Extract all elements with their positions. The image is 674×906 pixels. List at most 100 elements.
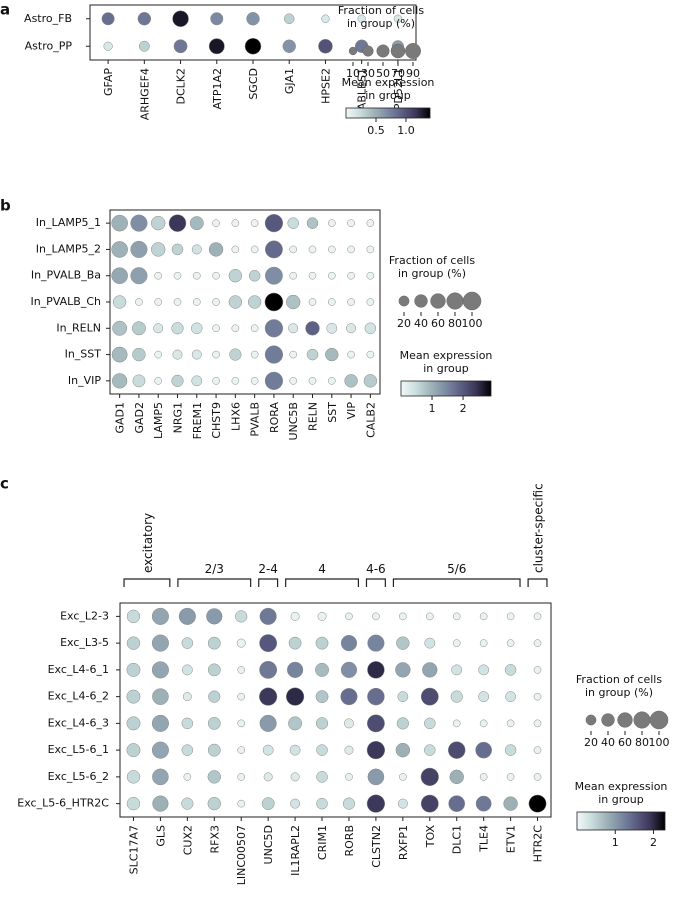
dot-Exc_L4-6_3-GLS: [151, 714, 169, 732]
dot-In_RELN-NRG1: [171, 322, 184, 335]
dot-Exc_L2-3-RORB: [345, 612, 353, 621]
dot-In_SST-GAD2: [132, 347, 146, 362]
gene-label: RORA: [268, 402, 281, 433]
dot-In_LAMP5_2-FREM1: [191, 244, 202, 255]
dot-Exc_L5-6_HTR2C-GLS: [152, 795, 169, 812]
gene-label: SST: [326, 402, 339, 423]
dot-Exc_L4-6_2-HTR2C: [533, 692, 542, 701]
size-legend-label: 50: [376, 67, 390, 80]
color-legend-title: in group: [423, 362, 468, 375]
dot-In_LAMP5_2-CALB2: [366, 245, 375, 254]
dot-In_VIP-CHST9: [212, 377, 220, 385]
dot-In_VIP-VIP: [344, 374, 358, 388]
group-bracket: [392, 578, 521, 587]
dot-Exc_L4-6_1-UNC5D: [259, 660, 278, 679]
dot-In_PVALB_Ba-CALB2: [366, 271, 375, 280]
dot-Exc_L5-6_1-CUX2: [181, 744, 194, 756]
gene-label: PVALB: [249, 402, 262, 437]
colorbar: [576, 811, 666, 831]
gene-label: IL1RAPL2: [289, 825, 302, 876]
dot-In_VIP-SST: [327, 377, 336, 385]
gene-label: LINC00507: [235, 825, 248, 885]
gene-label: CALB2: [364, 402, 377, 438]
dot-Exc_L2-3-CRIM1: [317, 611, 327, 621]
dot-In_SST-GAD1: [111, 346, 128, 363]
dot-In_VIP-LAMP5: [154, 377, 163, 385]
dot-In_LAMP5_2-LHX6: [231, 245, 240, 254]
gene-label: RXFP1: [397, 825, 410, 860]
dot-In_PVALB_Ch-LAMP5: [154, 298, 163, 306]
panel-a: a Astro_FB Astro_PP GFAP ARHGEF4 DCLK2 ATP1A2 S…: [0, 1, 434, 138]
dot-Exc_L3-5-GLS: [151, 634, 169, 652]
group-bracket: [258, 578, 279, 587]
dot-In_LAMP5_2-LAMP5: [151, 242, 166, 257]
gene-label: CHST9: [210, 402, 223, 439]
dot-In_PVALB_Ba-PVALB: [248, 269, 261, 282]
group-bracket: [365, 578, 386, 587]
dot-In_PVALB_Ba-FREM1: [192, 271, 201, 280]
gene-label: FREM1: [191, 402, 204, 439]
dot-Exc_L4-6_3-LINC00507: [237, 719, 246, 728]
dot-Astro_FB-GJA1: [283, 13, 295, 24]
dot-In_LAMP5_2-GAD2: [130, 240, 148, 258]
size-legend-label: 70: [391, 67, 405, 80]
size-legend-label: 40: [414, 317, 428, 330]
dot-In_PVALB_Ba-RORA: [265, 266, 283, 285]
row-label: Astro_FB: [24, 12, 72, 25]
dot-Exc_L4-6_1-RFX3: [207, 663, 221, 677]
dot-Exc_L5-6_2-CUX2: [183, 773, 192, 781]
panel-letter: b: [0, 197, 11, 215]
dot-In_LAMP5_1-LAMP5: [151, 215, 166, 231]
dot-Exc_L5-6_HTR2C-RORB: [342, 797, 356, 810]
dot-Exc_L5-6_HTR2C-RFX3: [207, 796, 221, 811]
size-legend-label: 60: [618, 736, 632, 749]
dot-Exc_L4-6_1-CLSTN2: [367, 661, 385, 679]
dot-Astro_PP-SGCD: [244, 38, 262, 55]
group-label: 2/3: [205, 562, 224, 576]
dot-In_PVALB_Ba-NRG1: [173, 271, 182, 280]
size-legend-dot: [585, 714, 597, 726]
row-label: Exc_L5-6_1: [48, 743, 109, 756]
dot-In_SST-LAMP5: [154, 350, 163, 359]
size-legend-title: in group (%): [585, 686, 653, 699]
dot-In_LAMP5_1-NRG1: [168, 214, 187, 232]
dot-Exc_L5-6_2-SLC17A7: [126, 770, 141, 784]
size-legend-label: 20: [397, 317, 411, 330]
dot-In_LAMP5_2-RELN: [308, 245, 317, 254]
dot-Exc_L4-6_1-ETV1: [504, 664, 517, 676]
group-bracket: [177, 578, 252, 587]
gene-label: RORB: [343, 825, 356, 857]
dot-Exc_L5-6_2-TOX: [420, 767, 439, 786]
gene-label: TLE4: [478, 825, 491, 853]
dot-In_VIP-LHX6: [231, 377, 240, 385]
size-legend-dot: [633, 711, 651, 729]
dot-In_LAMP5_2-GAD1: [111, 241, 128, 258]
dot-Exc_L3-5-CLSTN2: [367, 634, 385, 652]
gene-label: GLS: [154, 825, 167, 847]
size-legend-label: 100: [462, 317, 483, 330]
group-label: 2-4: [258, 562, 278, 576]
dot-Exc_L5-6_1-TLE4: [475, 741, 492, 759]
group-label: 4-6: [366, 562, 386, 576]
dot-Exc_L4-6_2-TOX: [420, 687, 439, 706]
gene-label: ATP1A2: [211, 68, 224, 110]
dot-In_LAMP5_1-PVALB: [250, 219, 259, 227]
dot-Exc_L5-6_1-LINC00507: [237, 746, 246, 754]
dot-Exc_L2-3-DLC1: [452, 612, 461, 621]
group-bracket: [123, 578, 171, 587]
dot-Exc_L4-6_2-DLC1: [450, 690, 463, 703]
dot-Exc_L4-6_3-RORB: [344, 718, 354, 729]
group-label: 5/6: [447, 562, 466, 576]
dot-In_PVALB_Ba-SST: [327, 271, 336, 280]
dot-Astro_FB-HPSE2: [321, 14, 330, 23]
row-label: In_LAMP5_2: [36, 242, 101, 255]
gene-label: CUX2: [181, 825, 194, 855]
size-legend-dot: [376, 44, 390, 58]
dot-Exc_L5-6_HTR2C-CUX2: [181, 797, 194, 810]
size-legend-label: 40: [601, 736, 615, 749]
color-legend-title: in group: [598, 793, 643, 806]
colorbar-label: 2: [650, 836, 657, 849]
dot-Exc_L4-6_3-HTR2C: [533, 719, 542, 728]
dot-Exc_L2-3-GLS: [151, 607, 169, 625]
color-legend-title: in group: [365, 89, 410, 102]
